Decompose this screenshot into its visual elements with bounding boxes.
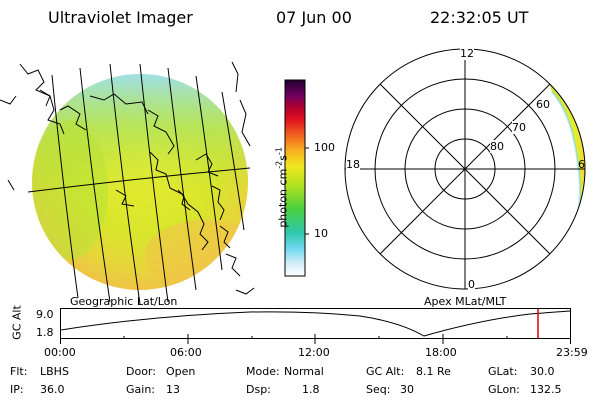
- colorbar-tick-10: 10: [314, 227, 328, 240]
- status-flt-value: LBHS: [40, 365, 69, 378]
- geographic-caption: Geographic Lat/Lon: [70, 295, 178, 308]
- colorbar-unit-label: photon cm-2s-1: [275, 117, 290, 257]
- mlat-label-80: 80: [490, 140, 504, 153]
- altitude-plot: [60, 308, 571, 344]
- altitude-ymin: 1.8: [36, 326, 54, 339]
- mlt-label-0: 0: [468, 278, 475, 291]
- coastlines: [0, 61, 255, 295]
- altitude-xtick-1200: 12:00: [298, 346, 330, 359]
- unit-photon-cm: photon cm: [276, 168, 290, 228]
- altitude-xtick-2359: 23:59: [556, 346, 588, 359]
- altitude-xtick-0000: 00:00: [44, 346, 76, 359]
- date-label: 07 Jun 00: [276, 8, 352, 27]
- status-dsp-value: 1.8: [302, 383, 320, 396]
- status-gain-label: Gain:: [126, 383, 155, 396]
- altitude-ylabel: GC Alt: [10, 305, 24, 340]
- mlt-label-18: 18: [346, 158, 360, 171]
- instrument-title: Ultraviolet Imager: [48, 8, 193, 27]
- status-gcalt-label: GC Alt:: [366, 365, 405, 378]
- time-label: 22:32:05 UT: [430, 8, 529, 27]
- status-gain-value: 13: [166, 383, 180, 396]
- geographic-image: [0, 61, 255, 305]
- intensity-colorbar: [284, 79, 309, 277]
- status-door-value: Open: [166, 365, 196, 378]
- altitude-ymax: 9.0: [36, 308, 54, 321]
- status-seq-label: Seq:: [366, 383, 391, 396]
- status-mode-value: Normal: [284, 365, 324, 378]
- altitude-xtick-0600: 06:00: [170, 346, 202, 359]
- mlt-label-6: 6: [578, 158, 585, 171]
- status-gcalt-value: 8.1 Re: [416, 365, 451, 378]
- altitude-curve: [60, 310, 571, 337]
- status-glat-value: 30.0: [530, 365, 555, 378]
- mlat-label-70: 70: [512, 121, 526, 134]
- status-ip-value: 36.0: [40, 383, 65, 396]
- status-glat-label: GLat:: [488, 365, 518, 378]
- status-seq-value: 30: [400, 383, 414, 396]
- status-glon-value: 132.5: [530, 383, 562, 396]
- status-ip-label: IP:: [10, 383, 24, 396]
- polar-plot: [344, 48, 586, 290]
- unit-s: s: [276, 154, 290, 161]
- mlt-label-12: 12: [460, 47, 474, 60]
- status-flt-label: Flt:: [10, 365, 28, 378]
- status-mode-label: Mode:: [246, 365, 280, 378]
- apex-caption: Apex MLat/MLT: [424, 295, 507, 308]
- status-dsp-label: Dsp:: [246, 383, 271, 396]
- status-door-label: Door:: [126, 365, 156, 378]
- colorbar-tick-100: 100: [314, 141, 335, 154]
- status-glon-label: GLon:: [488, 383, 520, 396]
- graticule: [27, 63, 251, 305]
- unit-sup-2: -1: [274, 147, 284, 155]
- mlat-label-60: 60: [536, 98, 550, 111]
- altitude-xtick-1800: 18:00: [425, 346, 457, 359]
- unit-sup-1: -2: [274, 160, 284, 169]
